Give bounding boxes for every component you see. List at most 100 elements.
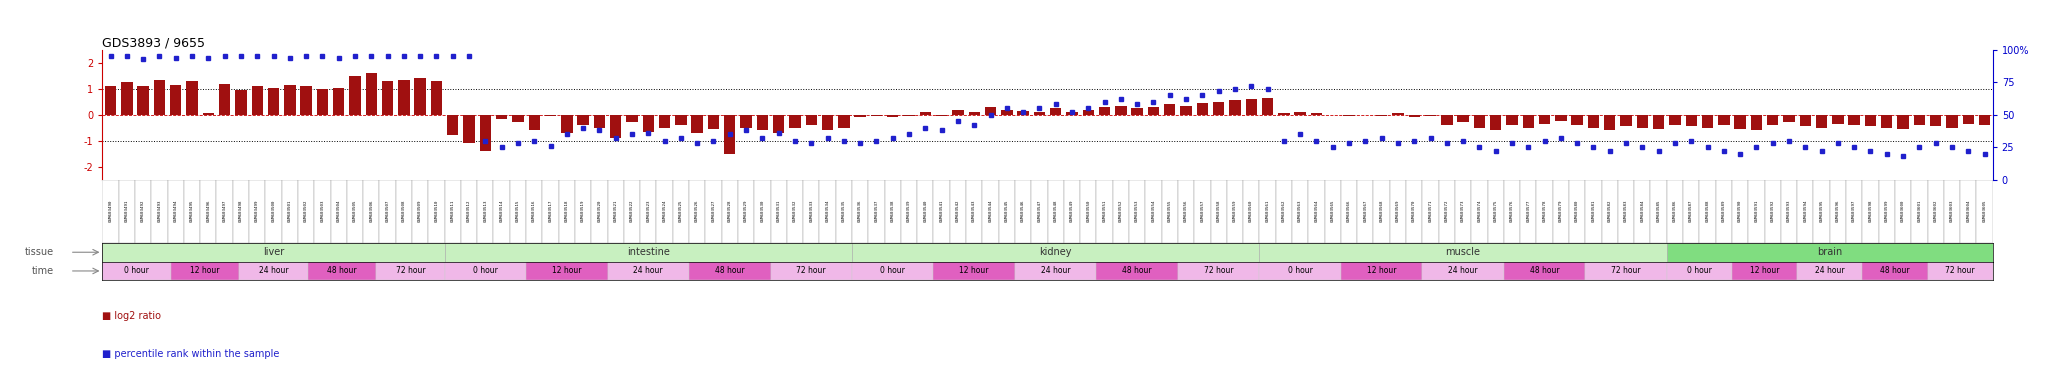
Bar [1260, 262, 1341, 280]
Bar [1034, 112, 1044, 115]
Bar [119, 180, 135, 243]
Text: GSM603504: GSM603504 [336, 200, 340, 222]
Bar [510, 180, 526, 243]
Text: GSM603508: GSM603508 [401, 200, 406, 222]
Text: liver: liver [262, 247, 285, 257]
Text: GSM603541: GSM603541 [940, 200, 944, 222]
Bar [1669, 115, 1681, 125]
Bar [1667, 243, 1993, 262]
Text: GSM603533: GSM603533 [809, 200, 813, 222]
Bar [526, 262, 608, 280]
Bar [901, 180, 918, 243]
Bar [1812, 180, 1829, 243]
Text: brain: brain [1817, 247, 1843, 257]
Text: GSM603501: GSM603501 [289, 200, 291, 222]
Bar [903, 115, 915, 116]
Text: GSM603579: GSM603579 [1559, 200, 1563, 222]
Text: GSM603495: GSM603495 [190, 200, 195, 222]
Text: GSM603564: GSM603564 [1315, 200, 1319, 222]
Bar [920, 112, 932, 115]
Bar [1487, 180, 1503, 243]
Bar [1343, 115, 1354, 116]
Bar [170, 85, 182, 115]
Text: 12 hour: 12 hour [553, 266, 582, 275]
Bar [770, 262, 852, 280]
Bar [170, 262, 240, 280]
Bar [1292, 180, 1309, 243]
Text: 0 hour: 0 hour [881, 266, 905, 275]
Text: 0 hour: 0 hour [125, 266, 150, 275]
Bar [186, 81, 199, 115]
Bar [1276, 180, 1292, 243]
Bar [985, 107, 995, 115]
Text: GSM603519: GSM603519 [582, 200, 586, 222]
Text: GSM603525: GSM603525 [678, 200, 682, 222]
Text: GSM603510: GSM603510 [434, 200, 438, 222]
Bar [1470, 180, 1487, 243]
Bar [885, 180, 901, 243]
Text: GSM603531: GSM603531 [776, 200, 780, 222]
Bar [641, 180, 657, 243]
Bar [608, 262, 688, 280]
Bar [1894, 180, 1911, 243]
Bar [672, 180, 688, 243]
Bar [575, 180, 592, 243]
Bar [412, 180, 428, 243]
Bar [770, 180, 786, 243]
Bar [1733, 262, 1798, 280]
Bar [1520, 180, 1536, 243]
Text: GSM603520: GSM603520 [598, 200, 602, 222]
Bar [1946, 115, 1958, 127]
Text: GSM603589: GSM603589 [1722, 200, 1726, 222]
Bar [1878, 180, 1894, 243]
Text: 0 hour: 0 hour [1688, 266, 1712, 275]
Bar [1798, 262, 1862, 280]
Bar [1147, 107, 1159, 115]
Bar [428, 180, 444, 243]
Text: GSM603515: GSM603515 [516, 200, 520, 222]
Text: 24 hour: 24 hour [1815, 266, 1845, 275]
Text: GSM603546: GSM603546 [1022, 200, 1026, 222]
Text: 24 hour: 24 hour [1040, 266, 1071, 275]
Text: 48 hour: 48 hour [328, 266, 356, 275]
Bar [721, 180, 737, 243]
Bar [1374, 180, 1391, 243]
Bar [1862, 262, 1927, 280]
Text: ■ log2 ratio: ■ log2 ratio [102, 311, 162, 321]
Bar [1862, 180, 1878, 243]
Text: GSM603577: GSM603577 [1526, 200, 1530, 222]
Bar [643, 115, 653, 132]
Bar [1522, 115, 1534, 127]
Text: 24 hour: 24 hour [633, 266, 664, 275]
Bar [379, 180, 395, 243]
Text: GSM603563: GSM603563 [1298, 200, 1303, 222]
Bar [135, 180, 152, 243]
Bar [754, 180, 770, 243]
Text: GSM603600: GSM603600 [1901, 200, 1905, 222]
Text: 48 hour: 48 hour [1530, 266, 1559, 275]
Bar [1636, 115, 1649, 127]
Bar [559, 180, 575, 243]
Text: GSM603540: GSM603540 [924, 200, 928, 222]
Text: 48 hour: 48 hour [1122, 266, 1151, 275]
Bar [543, 180, 559, 243]
Bar [1178, 262, 1260, 280]
Bar [688, 262, 770, 280]
Bar [1634, 180, 1651, 243]
Bar [317, 89, 328, 115]
Bar [1194, 180, 1210, 243]
Bar [1409, 115, 1419, 118]
Bar [397, 80, 410, 115]
Text: tissue: tissue [25, 247, 53, 257]
Text: 72 hour: 72 hour [395, 266, 426, 275]
Text: GSM603583: GSM603583 [1624, 200, 1628, 222]
Bar [1536, 180, 1552, 243]
Bar [1653, 115, 1665, 129]
Text: 24 hour: 24 hour [1448, 266, 1479, 275]
Bar [969, 112, 979, 115]
Text: GSM603514: GSM603514 [500, 200, 504, 222]
Text: 12 hour: 12 hour [1749, 266, 1780, 275]
Bar [561, 115, 573, 133]
Bar [1587, 115, 1599, 127]
Bar [1960, 180, 1976, 243]
